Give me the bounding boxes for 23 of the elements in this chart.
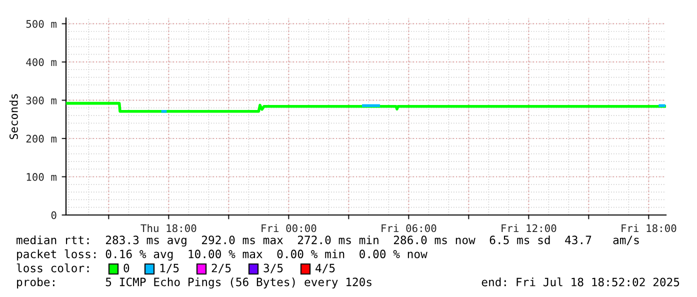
y-axis-title: Seconds: [9, 94, 18, 140]
legend-label: 3/5: [264, 264, 283, 274]
y-tick-label: 500 m: [26, 20, 56, 28]
x-tick-label: Fri 18:00: [622, 224, 676, 232]
y-tick-label: 400 m: [26, 58, 56, 66]
legend-label: 0: [124, 264, 130, 272]
x-tick-label: Fri 00:00: [262, 224, 316, 232]
text: median rtt: 283.3 ms avg 292.0 ms max 272.0 ms min 286.0 ms now 6.5 ms sd 43.7 am/s: [16, 235, 639, 247]
legend-label: 4/5: [316, 264, 335, 274]
legend-label: 1/5: [160, 264, 179, 274]
text: probe: 5 ICMP Echo Pings (56 Bytes) every 120s: [17, 277, 372, 289]
y-tick-label: 0: [51, 211, 56, 220]
text: end: Fri Jul 18 18:52:02 2025: [482, 277, 680, 286]
y-tick-label: 300 m: [26, 96, 56, 104]
x-tick-label: Fri 12:00: [502, 224, 556, 232]
legend-label: 2/5: [212, 264, 231, 274]
x-tick-label: Thu 18:00: [140, 224, 196, 232]
text: packet loss: 0.16 % avg 10.00 % max 0.00 % min 0.00 % now: [17, 249, 428, 261]
line-series: [66, 102, 666, 113]
legend-title: loss color:: [16, 263, 89, 272]
y-tick-label: 200 m: [26, 134, 56, 143]
y-tick-label: 100 m: [26, 173, 56, 181]
x-tick-label: Fri 06:00: [382, 224, 436, 232]
